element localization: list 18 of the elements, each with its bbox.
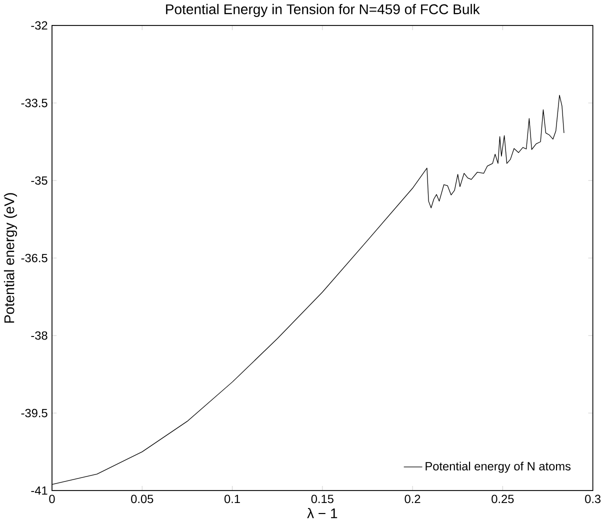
y-tick-label: -35 (31, 176, 48, 185)
x-tick-label: 0.15 (311, 494, 334, 504)
y-tick-label: -41 (31, 486, 48, 495)
x-tick-label: 0 (49, 494, 55, 504)
y-axis-title: Potential energy (eV) (4, 193, 18, 323)
x-tick-label: 0.3 (585, 494, 601, 504)
x-axis-title: λ − 1 (307, 508, 338, 518)
x-tick-label: 0.1 (224, 494, 240, 504)
y-tick-label: -38 (31, 331, 48, 340)
y-tick-label: -33.5 (21, 98, 48, 108)
x-tick-label: 0.05 (131, 494, 154, 504)
y-tick-label: -32 (31, 21, 48, 30)
chart-title: Potential Energy in Tension for N=459 of FCC Bulk (166, 4, 480, 17)
y-tick-label: -36.5 (21, 254, 48, 262)
y-tick-label: -39.5 (21, 408, 48, 418)
x-tick-label: 0.25 (492, 494, 514, 504)
legend-label: Potential energy of N atoms (426, 462, 571, 473)
x-tick-label: 0.2 (404, 494, 420, 504)
